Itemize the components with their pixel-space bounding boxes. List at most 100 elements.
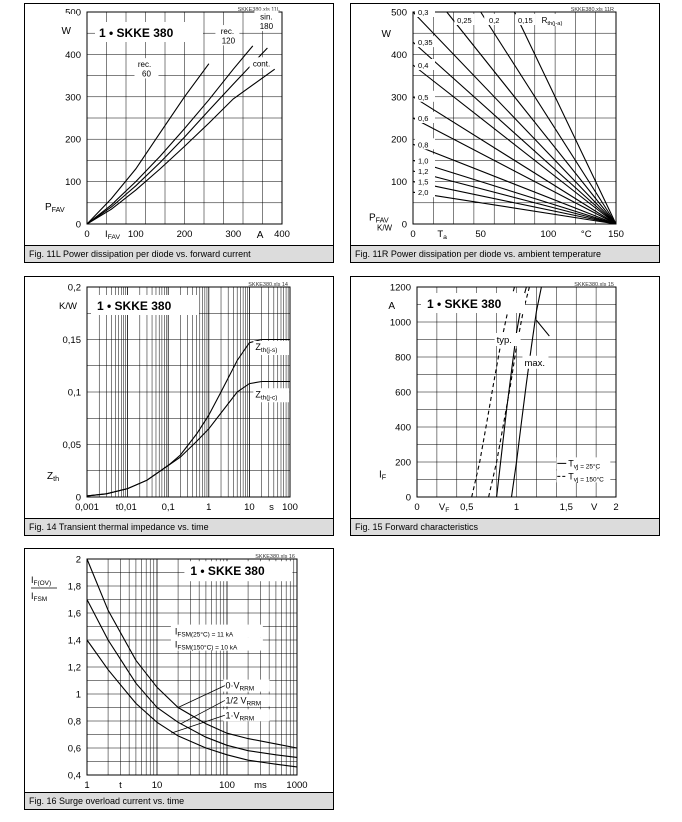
rth-label: 0,6 — [418, 114, 428, 123]
x-tick-label: 0 — [414, 502, 419, 513]
rth-header-bg — [537, 14, 570, 26]
series-leader-line — [177, 685, 225, 708]
chart-fig14: 0,001 0,01 0,1 1 10 100 0 0,05 0,1 0,15 0,2 SKKE380… — [47, 282, 298, 513]
annotation-bg — [254, 10, 279, 22]
rth-label-bg — [454, 14, 475, 25]
series-line-9 — [412, 159, 617, 225]
x-label: IFAV — [105, 229, 120, 241]
series-annotation: rec. — [221, 27, 234, 36]
file-tag: SKKE380.xls 14 — [248, 282, 288, 288]
y-tick-label: 0,1 — [68, 388, 81, 399]
y-tick-label: 300 — [65, 92, 81, 103]
rth-label-bg — [415, 6, 435, 17]
y-label-numerator: IF(OV) — [31, 575, 51, 587]
y-tick-label: 200 — [391, 135, 407, 146]
series-label-bg — [223, 709, 270, 722]
caption-fig14: Fig. 14 Transient thermal impedance vs. … — [25, 518, 333, 535]
series-line-7 — [412, 117, 617, 225]
y-unit: A — [388, 301, 395, 312]
series-label: Zth(j-s) — [255, 342, 277, 354]
file-tag: SKKE380.xls 15 — [574, 282, 614, 288]
x-tick-label: 1,5 — [560, 502, 573, 513]
y-label: IF — [379, 469, 387, 481]
y-tick-label: 400 — [65, 50, 81, 61]
x-unit: °C — [581, 229, 592, 240]
chart-panel-fig15: 0 0,5 1 1,5 2 0 200 400 600 800 1000 1200 SKKE380.xl… — [350, 276, 660, 536]
y-tick-label: 600 — [395, 388, 411, 399]
rth-label-bg — [515, 14, 536, 25]
series-line-1 — [86, 599, 298, 758]
y-label-denominator: IFSM — [31, 591, 47, 603]
series-line-8 — [412, 143, 617, 225]
rth-label-bg — [415, 36, 435, 48]
rth-label: 0,15 — [518, 16, 533, 25]
series-line-1 — [86, 45, 254, 225]
y-tick-label: 800 — [395, 353, 411, 364]
chart-title: 1 • SKKE 380 — [97, 299, 172, 313]
y-tick-label: 1200 — [390, 283, 411, 294]
series-annotation: max. — [524, 358, 545, 369]
rth-label: 0,5 — [418, 93, 428, 102]
series-line-4 — [412, 41, 617, 225]
series-annotation: 120 — [222, 36, 236, 45]
x-tick-label: 400 — [274, 229, 290, 240]
series-line-2 — [446, 11, 617, 225]
series-line-2 — [510, 286, 542, 498]
chart-panel-fig14: 0,001 0,01 0,1 1 10 100 0 0,05 0,1 0,15 0,2 SKKE380… — [24, 276, 334, 536]
x-tick-label: 1 — [206, 502, 211, 513]
title-bg — [95, 22, 203, 42]
y-tick-label: 0 — [76, 220, 81, 231]
caption-fig11l: Fig. 11L Power dissipation per diode vs.… — [25, 245, 333, 262]
series-annotation: rec. — [138, 60, 151, 69]
y-tick-label: 1,6 — [68, 609, 81, 620]
rth-label: 0,3 — [418, 8, 428, 17]
rth-label-bg — [415, 59, 435, 70]
x-label: t — [119, 780, 122, 791]
chart-title: 1 • SKKE 380 — [190, 564, 265, 578]
yunit-bg — [51, 299, 79, 313]
file-tag: SKKE380.xls 16 — [255, 554, 295, 560]
series-leader-line — [171, 714, 225, 734]
y-tick-label: 200 — [395, 458, 411, 469]
x-tick-label: 300 — [225, 229, 241, 240]
rth-label-bg — [415, 186, 435, 198]
chart-panel-fig11r: 0 50 100 150 0 100 200 300 400 500 SKKE380.xls 11R… — [350, 3, 660, 263]
y-label: PFAV — [369, 213, 389, 225]
series-line-2 — [86, 639, 298, 768]
rth-unit: K/W — [377, 224, 393, 233]
series-line-0 — [86, 63, 210, 225]
y-tick-label: 0,6 — [68, 744, 81, 755]
caption-fig11r: Fig. 11R Power dissipation per diode vs.… — [351, 245, 659, 262]
annotation-bg — [249, 57, 274, 69]
y-tick-label: 500 — [65, 8, 81, 19]
series-line-2 — [86, 47, 268, 225]
x-tick-label: 0,01 — [118, 502, 137, 513]
title-bg — [421, 293, 525, 313]
annotation-bg — [132, 58, 157, 70]
series-line-1 — [86, 380, 290, 497]
y-tick-label: 500 — [391, 8, 407, 19]
title-bg — [91, 295, 199, 315]
file-tag: SKKE380.xls 11R — [571, 7, 614, 13]
series-line-0 — [514, 11, 617, 225]
rth-label-bg — [415, 112, 435, 123]
y-tick-label: 0 — [406, 493, 411, 504]
annotation-bg — [254, 19, 279, 31]
y-tick-label: 100 — [65, 177, 81, 188]
file-tag: SKKE380.xls 11L — [238, 7, 280, 13]
x-tick-label: 1000 — [286, 780, 307, 791]
y-tick-label: 400 — [395, 423, 411, 434]
x-tick-label: 150 — [608, 229, 624, 240]
series-label-bg — [223, 694, 270, 707]
x-tick-label: 200 — [177, 229, 193, 240]
series-label-bg — [253, 341, 290, 355]
legend-bg — [556, 470, 611, 483]
rth-label: 0,8 — [418, 140, 428, 149]
y-tick-label: 0,4 — [68, 771, 81, 782]
x-unit: ms — [254, 780, 267, 791]
series-label: Zth(j-c) — [255, 389, 277, 401]
y-label: Zth — [47, 471, 59, 483]
series-label: 1·VRRM — [225, 710, 254, 722]
series-label: 0·VRRM — [225, 681, 254, 693]
y-tick-label: 0,2 — [68, 283, 81, 294]
